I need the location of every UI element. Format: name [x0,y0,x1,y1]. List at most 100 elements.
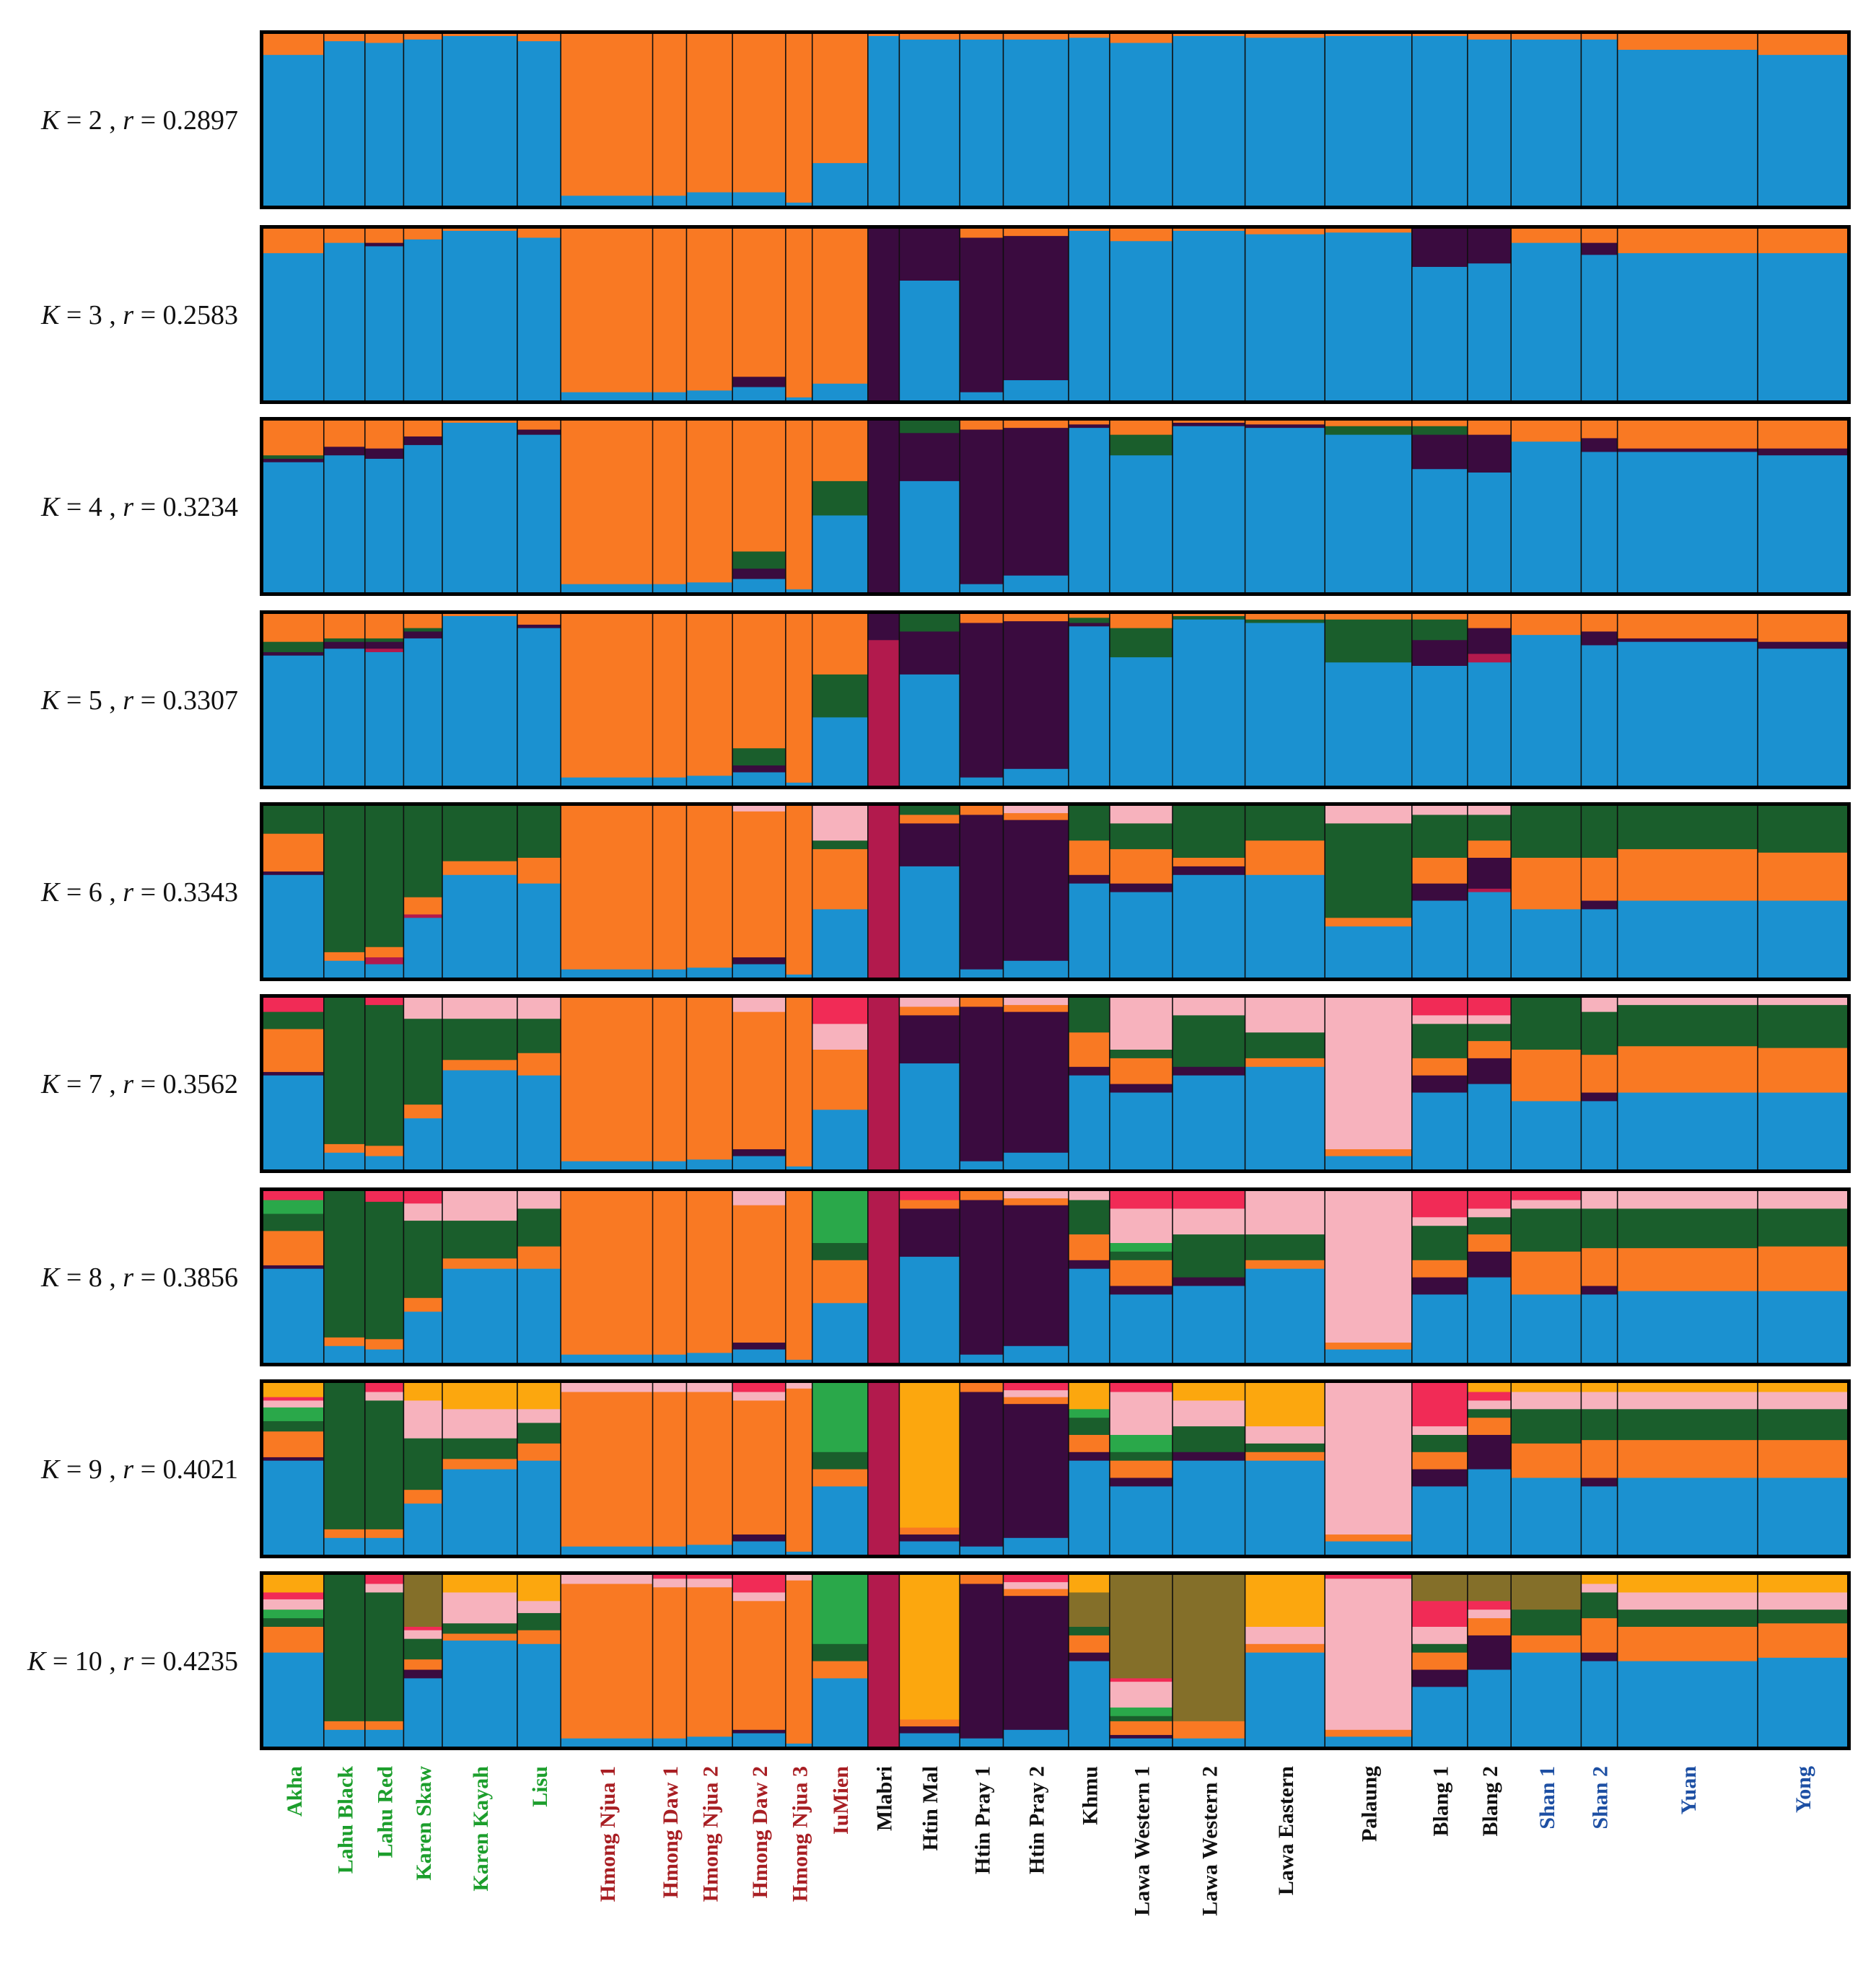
ancestry-segment-blue [1511,39,1582,206]
ancestry-segment-purple [1411,1469,1468,1487]
ancestry-segment-purple [1068,1260,1110,1269]
ancestry-segment-red [1467,1600,1512,1610]
ancestry-segment-pink [732,1191,786,1206]
ancestry-segment-blue [1325,1540,1413,1555]
ancestry-segment-blue [812,1485,869,1555]
ancestry-segment-orange [1758,229,1848,253]
ancestry-segment-purple [263,1071,325,1076]
population-column [323,998,366,1170]
ancestry-segment-purple [899,1208,960,1257]
ancestry-segment-blue [263,1652,325,1747]
panel-k7: K = 7 , r = 0.3562 [40,994,1851,1173]
ancestry-segment-orange [561,1391,654,1547]
ancestry-segment-orange [1109,34,1173,43]
ancestry-segment-blue [732,386,786,401]
ancestry-segment-pink [1467,1400,1512,1410]
ancestry-segment-orange [812,1661,869,1679]
ancestry-segment-blue [1325,434,1413,593]
ancestry-segment-orange [1068,1434,1110,1452]
ancestry-segment-blue [1245,37,1325,206]
ancestry-segment-orange [1511,229,1582,243]
panel-label-eq: = [133,105,162,136]
population-column [1003,614,1069,786]
population-label: Mlabri [873,1766,897,1831]
ancestry-segment-darkgreen [1467,1023,1512,1042]
ancestry-segment-purple [1109,1084,1173,1093]
ancestry-segment-purple [517,624,561,628]
panel-label-eq: = [133,1262,162,1293]
ancestry-segment-orange [652,1586,688,1739]
ancestry-segment-purple [1003,1011,1069,1153]
ancestry-segment-darkgreen [812,840,869,850]
population-column [732,421,786,593]
ancestry-segment-orange [1109,1058,1173,1084]
ancestry-segment-blue [732,191,786,206]
population-column [561,1575,654,1747]
ancestry-segment-darkgreen [1617,1408,1758,1441]
population-column [517,1575,561,1747]
population-column [1068,421,1110,593]
ancestry-segment-darkgreen [812,480,869,516]
panel-label-r: r [123,1262,133,1293]
ancestry-segment-purple [1172,422,1246,426]
population-column [1172,229,1246,401]
population-column [732,34,786,206]
ancestry-segment-orange [732,421,786,552]
ancestry-segment-blue [442,35,518,206]
ancestry-segment-purple [364,641,404,649]
ancestry-segment-gold [517,1575,561,1602]
ancestry-segment-blue [899,280,960,401]
ancestry-segment-gold [1758,1383,1848,1392]
population-column [1581,1383,1618,1555]
ancestry-segment-blue [517,1643,561,1747]
ancestry-segment-orange [686,229,733,391]
population-column [1617,1383,1758,1555]
panel-label-k: K [40,1262,61,1293]
ancestry-segment-darkgreen [1411,1023,1468,1058]
population-column [1467,229,1512,401]
ancestry-segment-blue [403,1677,443,1747]
ancestry-segment-purple [960,1583,1004,1739]
panel-label-k-value: 5 [89,685,102,716]
ancestry-segment-blue [1109,454,1173,593]
ancestry-segment-purple [732,765,786,773]
ancestry-segment-darkgreen [323,806,366,952]
population-column [1581,421,1618,593]
ancestry-segment-purple [899,1534,960,1542]
population-label: Lawa Western 2 [1198,1766,1222,1916]
ancestry-segment-blue [686,775,733,786]
ancestry-segment-orange [812,614,869,675]
population-column [1172,1383,1246,1555]
ancestry-segment-orange [1068,421,1110,425]
ancestry-segment-pink [1109,1391,1173,1435]
ancestry-segment-orange [1003,1397,1069,1405]
ancestry-segment-blue [732,1540,786,1555]
ancestry-segment-blue [364,1729,404,1747]
population-column [517,998,561,1170]
ancestry-segment-orange [263,421,325,456]
population-column [1003,34,1069,206]
ancestry-segment-pink [1411,1216,1468,1226]
ancestry-segment-orange [652,614,688,778]
ancestry-segment-purple [323,446,366,456]
population-column [867,806,900,978]
ancestry-segment-blue [1581,1485,1618,1555]
ancestry-segment-blue [652,584,688,593]
ancestry-segment-orange [1068,1234,1110,1260]
ancestry-segment-orange [263,1230,325,1265]
ancestry-segment-crimson [867,1575,900,1747]
ancestry-segment-darkgreen [1109,1452,1173,1461]
ancestry-segment-darkgreen [1467,814,1512,841]
ancestry-segment-darkgreen [1068,1417,1110,1435]
ancestry-segment-orange [686,1191,733,1353]
population-column [364,34,404,206]
ancestry-segment-orange [263,1028,325,1072]
ancestry-segment-blue [1758,1657,1848,1747]
ancestry-segment-pink [1581,998,1618,1012]
population-column [1617,34,1758,206]
ancestry-segment-green [1068,1408,1110,1418]
population-column [364,1191,404,1363]
ancestry-segment-purple [1109,1285,1173,1295]
ancestry-segment-darkgreen [263,1011,325,1029]
